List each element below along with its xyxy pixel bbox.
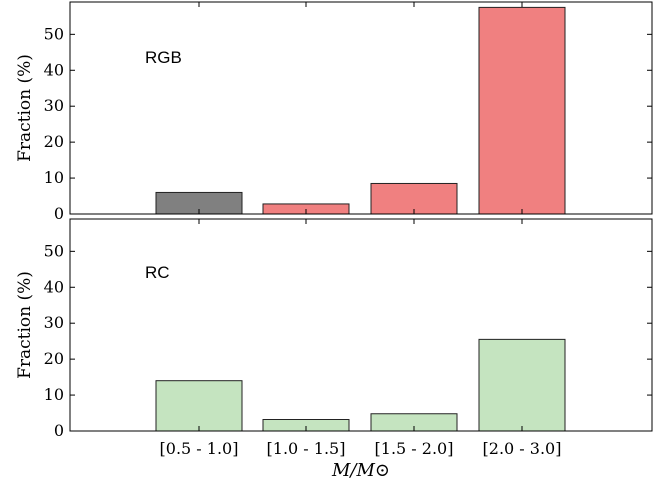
bar-rc-0 [155, 380, 243, 432]
y-tick-label: 40 [44, 60, 64, 79]
y-axis-label: Fraction (%) [15, 271, 35, 379]
y-tick-label: 50 [44, 24, 64, 43]
x-tick-label: [1.5 - 2.0] [375, 439, 454, 458]
x-tick-label: [0.5 - 1.0] [160, 439, 239, 458]
plot-frame [69, 218, 653, 432]
y-tick-label: 0 [54, 421, 64, 440]
x-axis-label: M/M⊙ [331, 460, 390, 481]
y-tick-label: 10 [44, 385, 64, 404]
bar-rgb-2 [370, 182, 458, 215]
y-tick-label: 10 [44, 168, 64, 187]
y-tick-label: 50 [44, 241, 64, 260]
rgb-panel: 0 10 20 30 40 50 Fraction (%) RGB [15, 1, 653, 223]
y-tick-label: 20 [44, 349, 64, 368]
x-tick-label: [2.0 - 3.0] [483, 439, 562, 458]
rc-panel: 0 10 20 30 40 50 [0.5 - 1.0] [1.0 - 1.5] [1.5 - … [15, 218, 653, 458]
bar-rc-3 [478, 338, 566, 432]
y-tick-label: 0 [54, 204, 64, 223]
y-tick-label: 30 [44, 313, 64, 332]
y-tick-label: 40 [44, 277, 64, 296]
y-tick-label: 20 [44, 132, 64, 151]
x-tick-label: [1.0 - 1.5] [267, 439, 346, 458]
panel-label: RC [145, 263, 170, 282]
bar-rgb-3 [478, 6, 566, 215]
y-tick-label: 30 [44, 96, 64, 115]
y-axis-label: Fraction (%) [15, 54, 35, 162]
plot-frame [69, 1, 653, 215]
panel-label: RGB [145, 48, 182, 67]
